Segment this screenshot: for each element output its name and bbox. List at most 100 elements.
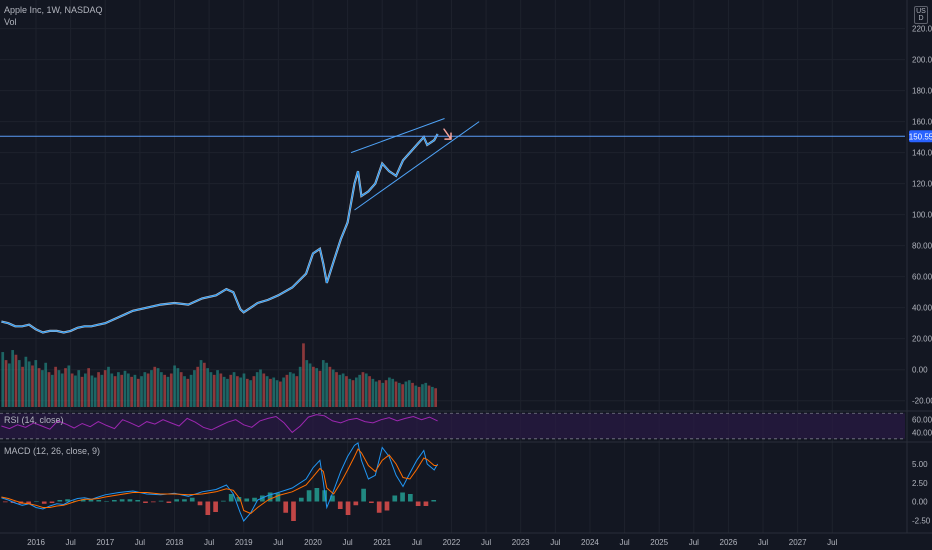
- volume-bar: [318, 370, 322, 407]
- volume-bar: [110, 373, 114, 407]
- x-tick-label: 2021: [373, 538, 391, 547]
- y-tick-label: 140.00: [912, 149, 932, 158]
- volume-bar: [358, 374, 362, 407]
- volume-bar: [348, 378, 352, 407]
- x-tick-label: 2027: [789, 538, 807, 547]
- volume-bar: [153, 366, 157, 407]
- macd-histogram-bar: [65, 499, 70, 502]
- y-tick-label: 200.00: [912, 56, 932, 65]
- volume-legend: Vol: [4, 17, 17, 27]
- volume-bar: [123, 370, 127, 407]
- volume-bar: [252, 376, 256, 407]
- volume-bar: [37, 368, 41, 407]
- macd-histogram-bar: [213, 501, 218, 512]
- volume-bar: [143, 372, 147, 407]
- volume-bar: [206, 368, 209, 407]
- volume-bar: [312, 366, 315, 407]
- x-tick-label: Jul: [619, 538, 629, 547]
- volume-bar: [308, 363, 312, 407]
- volume-bar: [351, 380, 355, 407]
- y-tick-label: 0.00: [912, 366, 928, 375]
- y-tick-label: 20.00: [912, 335, 932, 344]
- macd-histogram-bar: [88, 499, 94, 502]
- macd-histogram-bar: [111, 500, 117, 502]
- volume-bar: [272, 377, 276, 407]
- x-tick-label: Jul: [273, 538, 283, 547]
- macd-histogram-bar: [384, 501, 390, 511]
- macd-histogram-bar: [150, 501, 156, 503]
- x-tick-label: 2016: [27, 538, 45, 547]
- macd-histogram-bar: [369, 501, 374, 503]
- volume-bar: [368, 376, 371, 407]
- volume-bar: [136, 378, 140, 407]
- x-tick-label: 2023: [512, 538, 530, 547]
- macd-histogram-bar: [49, 501, 55, 503]
- price-badge-text: 150.55: [909, 132, 932, 141]
- macd-histogram-bar: [306, 490, 312, 502]
- volume-bar: [209, 372, 213, 407]
- volume-bar: [4, 360, 8, 407]
- volume-bar: [100, 374, 104, 407]
- volume-bar: [173, 365, 176, 407]
- volume-bar: [239, 377, 243, 407]
- rsi-tick-label: 60.00: [912, 416, 932, 425]
- volume-bar: [196, 366, 200, 407]
- volume-bar: [77, 370, 81, 407]
- volume-label: Vol: [4, 17, 17, 27]
- volume-bar: [84, 373, 87, 407]
- macd-histogram-bar: [174, 499, 179, 502]
- volume-bar: [117, 372, 120, 407]
- x-tick-label: 2017: [96, 538, 114, 547]
- volume-bar: [163, 374, 167, 407]
- volume-bar: [156, 368, 160, 407]
- macd-signal-line: [1, 448, 438, 515]
- macd-histogram-bar: [135, 500, 141, 502]
- volume-bar: [183, 376, 186, 407]
- volume-bar: [325, 362, 328, 407]
- volume-bar: [103, 370, 107, 407]
- volume-bar: [130, 376, 133, 407]
- volume-bar: [364, 373, 368, 407]
- volume-bar: [176, 368, 180, 407]
- rsi-band: [0, 413, 905, 439]
- x-tick-label: Jul: [66, 538, 76, 547]
- volume-bar: [97, 372, 100, 407]
- y-tick-label: 220.00: [912, 25, 932, 34]
- x-tick-label: Jul: [412, 538, 422, 547]
- macd-histogram-bar: [205, 501, 211, 515]
- macd-histogram-bar: [322, 490, 327, 502]
- macd-histogram-bar: [345, 501, 351, 515]
- volume-bar: [216, 370, 219, 407]
- volume-bar: [54, 366, 57, 407]
- rsi-label: RSI (14, close): [4, 415, 64, 425]
- volume-bar: [50, 374, 54, 407]
- macd-histogram-bar: [96, 500, 102, 502]
- volume-bar: [275, 380, 279, 407]
- macd-histogram-bar: [337, 501, 343, 509]
- x-tick-label: 2018: [166, 538, 184, 547]
- volume-bar: [193, 370, 196, 407]
- volume-bar: [421, 384, 424, 407]
- x-tick-label: 2019: [235, 538, 253, 547]
- macd-histogram-bar: [104, 501, 109, 502]
- symbol-legend: Apple Inc, 1W, NASDAQ: [4, 5, 103, 15]
- volume-bar: [219, 373, 223, 407]
- macd-histogram-bar: [2, 501, 8, 503]
- macd-histogram-bar: [34, 501, 39, 502]
- macd-histogram-bar: [423, 501, 429, 506]
- volume-bar: [404, 381, 408, 407]
- macd-label: MACD (12, 26, close, 9): [4, 446, 101, 456]
- macd-histogram-bar: [431, 500, 437, 502]
- volume-bar: [354, 377, 358, 407]
- macd-histogram-bar: [143, 501, 148, 503]
- macd-tick-label: 0.00: [912, 498, 928, 507]
- volume-bar: [87, 368, 91, 407]
- price-series-shadow: [1, 133, 439, 334]
- rsi-line: [1, 414, 438, 434]
- x-tick-label: Jul: [758, 538, 768, 547]
- y-tick-label: -20.00: [912, 397, 932, 406]
- volume-bar: [1, 352, 5, 407]
- volume-bar: [424, 382, 428, 407]
- volume-bar: [212, 374, 216, 407]
